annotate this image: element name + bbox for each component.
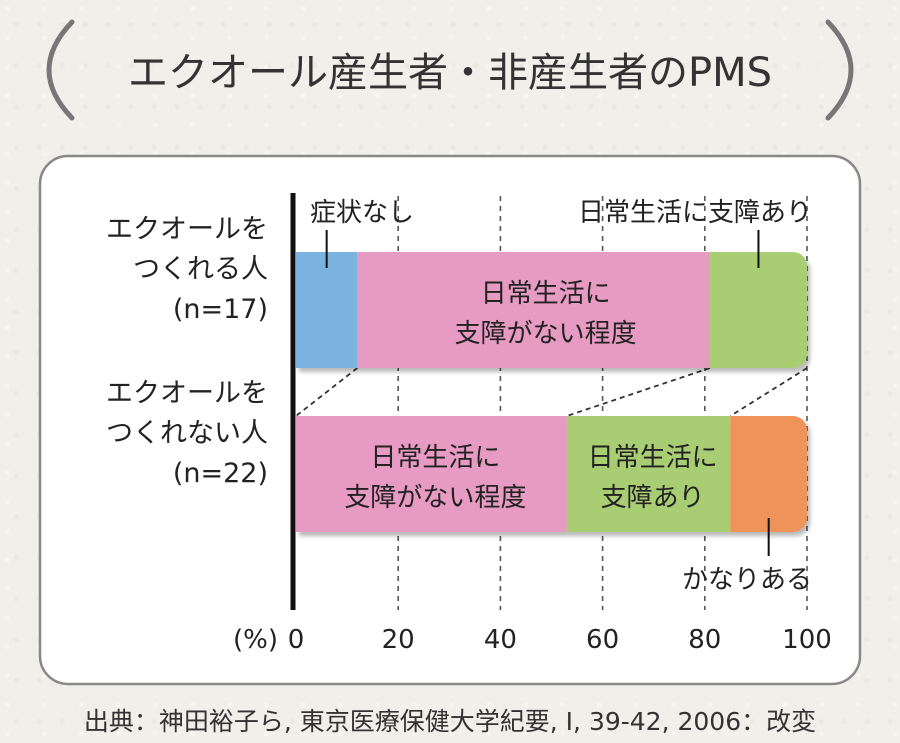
category-label-line: (n=17): [173, 294, 268, 325]
bar-inside-label: 支障がない程度: [455, 319, 637, 349]
callout-label: かなりある: [682, 565, 812, 595]
x-tick-label: 60: [586, 625, 619, 655]
x-tick-label: 20: [382, 625, 415, 655]
stacked-bar: [296, 252, 807, 368]
x-unit-label: (%): [233, 625, 278, 655]
bar-segment: [296, 252, 358, 368]
x-tick-label: 0: [288, 625, 305, 655]
callout-label: 日常生活に支障あり: [578, 198, 812, 228]
category-label-line: エクオールを: [106, 378, 268, 409]
connector-layer: [295, 367, 808, 417]
callout-label: 症状なし: [310, 198, 414, 228]
stacked-bar-segments: [296, 252, 807, 368]
connector-line: [729, 367, 808, 417]
category-label-line: エクオールを: [106, 214, 268, 245]
grid-layer: [397, 196, 808, 610]
title-left-paren: [46, 19, 75, 121]
connector-line: [295, 367, 358, 417]
category-label-line: つくれない人: [106, 418, 268, 449]
bar-segment: [296, 416, 567, 532]
label-layer: 0 20 40 60 80 100エクオールをつくれる人(n=17)エクオールをつくれない…: [106, 198, 832, 655]
bar-inside-label: 日常生活に: [370, 443, 500, 473]
connector-line: [566, 367, 711, 417]
stacked-bar: [296, 416, 807, 532]
stacked-bar-segments: [296, 416, 807, 532]
bar-segment: [709, 252, 807, 368]
x-tick-label: 80: [688, 625, 721, 655]
chart-title: エクオール産生者・非産生者のPMS: [128, 50, 772, 96]
bar-inside-label: 日常生活に: [588, 443, 718, 473]
category-label-line: (n=22): [173, 458, 268, 489]
bar-inside-label: 支障あり: [601, 483, 705, 513]
bar-inside-label: 支障がない程度: [344, 483, 526, 513]
x-tick-label: 40: [484, 625, 517, 655]
category-label-line: つくれる人: [133, 254, 268, 285]
title-right-paren: [825, 19, 854, 121]
bar-layer: [296, 252, 807, 532]
bar-segment: [357, 252, 710, 368]
bar-segment: [566, 416, 731, 532]
x-tick-label: 100: [782, 625, 832, 655]
bar-inside-label: 日常生活に: [481, 279, 611, 309]
bar-segment: [730, 416, 807, 532]
source-note: 出典：神田裕子ら, 東京医療保健大学紀要, I, 39-42, 2006：改変: [84, 707, 816, 736]
